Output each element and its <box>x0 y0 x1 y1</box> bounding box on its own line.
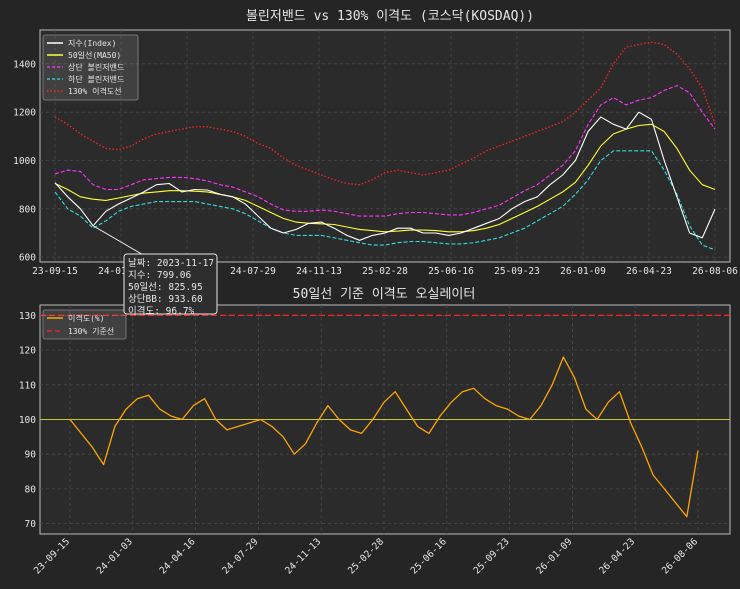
series-line-upper_bb <box>54 85 716 217</box>
top-panel: 볼린저밴드 vs 130% 이격도 (코스닥(KOSDAQ)) 600 800 10… <box>13 9 738 277</box>
bottom-legend: 이격도(%) 130% 기준선 <box>42 309 127 340</box>
annotation-line-index: 지수: 799.06 <box>128 270 192 281</box>
annotation-box <box>123 253 218 315</box>
bottom-y-tick-label: 130 <box>19 311 36 322</box>
top-x-tick-label: 24-01-03 <box>98 266 144 277</box>
top-y-tick-label: 1200 <box>13 108 36 119</box>
top-y-tick-label: 800 <box>19 204 36 215</box>
annotation-arrow <box>92 225 146 257</box>
top-y-tick-label: 1000 <box>13 156 36 167</box>
annotation-line-disparity: 이격도: 96.7% <box>128 305 195 317</box>
bottom-legend-box <box>42 309 127 340</box>
annotation-line-upper-bb: 상단BB: 933.60 <box>128 294 203 305</box>
series-line-ma50 <box>54 123 716 233</box>
series-line-index <box>54 111 716 241</box>
top-x-tick-label: 26-04-23 <box>626 266 672 277</box>
top-y-tick-labels: 600 800 1000 1200 1400 <box>13 59 36 263</box>
top-x-tick-label: 23-09-15 <box>32 266 78 277</box>
top-x-tick-label: 24-11-13 <box>296 266 342 277</box>
legend-label-130-baseline: 130% 기준선 <box>68 327 114 336</box>
annotation-line-date: 날짜: 2023-11-17 <box>128 258 214 269</box>
series-line-line130 <box>54 41 716 186</box>
legend-label-upper-bb: 상단 볼린저밴드 <box>68 62 124 72</box>
legend-label-lower-bb: 하단 볼린저밴드 <box>68 74 124 84</box>
top-x-tick-label: 24-07-29 <box>230 266 276 277</box>
top-series-group <box>54 41 716 251</box>
top-y-tick-label: 600 <box>19 253 36 264</box>
top-chart-title: 볼린저밴드 vs 130% 이격도 (코스닥(KOSDAQ)) <box>246 9 534 24</box>
legend-label-disparity: 이격도(%) <box>68 313 105 323</box>
bottom-y-tick-label: 120 <box>19 346 36 357</box>
bottom-y-tick-label: 80 <box>25 484 37 495</box>
legend-label-line130: 130% 이격도선 <box>68 86 122 96</box>
top-x-tick-label: 26-08-06 <box>692 266 738 277</box>
legend-label-index: 지수(Index) <box>68 39 116 48</box>
annotation-line-ma50: 50일선: 825.95 <box>128 282 203 293</box>
top-grid <box>40 30 730 262</box>
legend-label-ma50: 50일선(MA50) <box>68 51 121 60</box>
top-y-tick-label: 1400 <box>13 59 36 70</box>
bottom-y-tick-label: 90 <box>25 450 37 461</box>
hover-annotation: 날짜: 2023-11-17 지수: 799.06 50일선: 825.95 상… <box>92 225 218 317</box>
top-x-tick-label: 25-09-23 <box>494 266 540 277</box>
bottom-series-group <box>40 314 730 518</box>
bottom-y-tick-label: 100 <box>19 415 36 426</box>
series-line-disparity <box>69 356 699 518</box>
bottom-y-tick-label: 110 <box>19 380 36 391</box>
top-legend: 지수(Index) 50일선(MA50) 상단 볼린저밴드 하단 볼린저밴드 1… <box>42 34 139 101</box>
bottom-y-tick-labels: 70 80 90 100 110 120 130 <box>19 311 36 530</box>
top-legend-box <box>42 34 139 101</box>
bottom-chart-title: 50일선 기준 이격도 오실레이터 <box>293 287 476 302</box>
top-x-tick-label: 26-01-09 <box>560 266 606 277</box>
bottom-y-tick-label: 70 <box>25 519 37 530</box>
top-x-tick-label: 25-02-28 <box>362 266 408 277</box>
top-x-tick-label: 25-06-16 <box>428 266 474 277</box>
